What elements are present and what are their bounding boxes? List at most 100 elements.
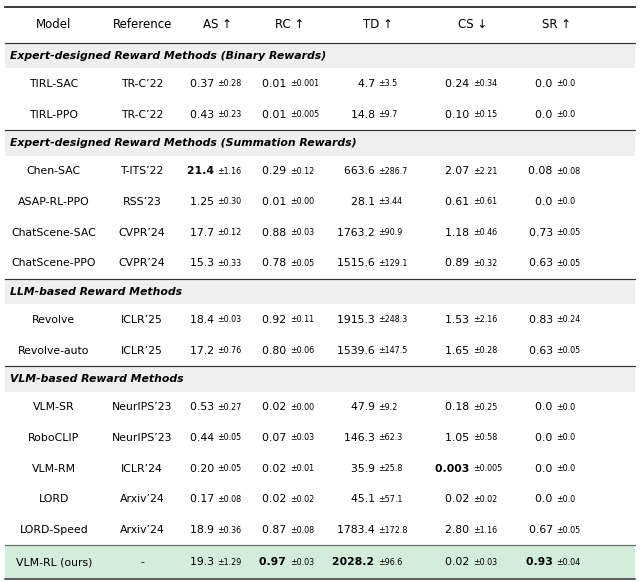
Text: ±0.05: ±0.05 bbox=[556, 259, 580, 268]
Bar bbox=[5, 186, 635, 217]
Text: ±0.12: ±0.12 bbox=[218, 228, 242, 237]
Text: ±0.05: ±0.05 bbox=[218, 433, 242, 442]
Text: 14.8: 14.8 bbox=[351, 109, 378, 119]
Text: ±2.21: ±2.21 bbox=[473, 166, 497, 176]
Text: 1539.6: 1539.6 bbox=[337, 346, 378, 356]
Text: 0.89: 0.89 bbox=[445, 258, 473, 268]
Text: ±1.29: ±1.29 bbox=[218, 558, 242, 567]
Text: CS ↓: CS ↓ bbox=[458, 18, 487, 31]
Text: ICLR’24: ICLR’24 bbox=[121, 463, 163, 474]
Text: ±9.7: ±9.7 bbox=[378, 110, 397, 119]
Text: ±0.005: ±0.005 bbox=[473, 464, 502, 473]
Text: 0.0: 0.0 bbox=[535, 494, 556, 504]
Text: 0.53: 0.53 bbox=[190, 402, 218, 412]
Text: ICLR’25: ICLR’25 bbox=[121, 315, 163, 325]
Bar bbox=[5, 130, 635, 156]
Text: Chen-SAC: Chen-SAC bbox=[27, 166, 81, 176]
Text: ±0.06: ±0.06 bbox=[290, 346, 314, 355]
Text: ±0.0: ±0.0 bbox=[556, 464, 575, 473]
Text: LORD: LORD bbox=[39, 494, 69, 504]
Bar bbox=[5, 366, 635, 392]
Bar bbox=[5, 514, 635, 545]
Text: LORD-Speed: LORD-Speed bbox=[20, 525, 88, 535]
Text: 1.18: 1.18 bbox=[445, 228, 473, 237]
Text: ±0.05: ±0.05 bbox=[218, 464, 242, 473]
Text: 1.25: 1.25 bbox=[190, 197, 218, 207]
Text: 17.7: 17.7 bbox=[190, 228, 218, 237]
Text: ±0.28: ±0.28 bbox=[218, 79, 242, 88]
Text: ChatScene-SAC: ChatScene-SAC bbox=[12, 228, 96, 237]
Text: Revolve-auto: Revolve-auto bbox=[18, 346, 90, 356]
Text: ±0.05: ±0.05 bbox=[290, 259, 314, 268]
Text: ChatScene-PPO: ChatScene-PPO bbox=[12, 258, 96, 268]
Text: ±0.08: ±0.08 bbox=[556, 166, 580, 176]
Bar bbox=[5, 304, 635, 335]
Text: 0.01: 0.01 bbox=[262, 79, 290, 89]
Text: 0.02: 0.02 bbox=[445, 494, 473, 504]
Text: ±0.01: ±0.01 bbox=[290, 464, 314, 473]
Text: 0.0: 0.0 bbox=[535, 402, 556, 412]
Text: ±62.3: ±62.3 bbox=[378, 433, 403, 442]
Text: 4.7: 4.7 bbox=[358, 79, 378, 89]
Text: ±57.1: ±57.1 bbox=[378, 495, 403, 504]
Text: CVPR’24: CVPR’24 bbox=[119, 228, 165, 237]
Bar bbox=[5, 423, 635, 453]
Text: ±25.8: ±25.8 bbox=[378, 464, 403, 473]
Bar bbox=[5, 248, 635, 279]
Text: ±0.0: ±0.0 bbox=[556, 79, 575, 88]
Text: 1763.2: 1763.2 bbox=[337, 228, 378, 237]
Text: ±3.44: ±3.44 bbox=[378, 197, 403, 206]
Text: ±0.12: ±0.12 bbox=[290, 166, 314, 176]
Text: ±0.0: ±0.0 bbox=[556, 495, 575, 504]
Text: VLM-RL (ours): VLM-RL (ours) bbox=[16, 557, 92, 567]
Text: 1.53: 1.53 bbox=[445, 315, 473, 325]
Text: RC ↑: RC ↑ bbox=[275, 18, 305, 31]
Text: 0.02: 0.02 bbox=[262, 463, 290, 474]
Text: 0.63: 0.63 bbox=[529, 258, 556, 268]
Text: ±0.02: ±0.02 bbox=[473, 495, 497, 504]
Text: ±0.30: ±0.30 bbox=[218, 197, 242, 206]
Text: ±0.28: ±0.28 bbox=[473, 346, 497, 355]
Text: 28.1: 28.1 bbox=[351, 197, 378, 207]
Bar bbox=[5, 335, 635, 366]
Text: 35.9: 35.9 bbox=[351, 463, 378, 474]
Text: 0.02: 0.02 bbox=[262, 402, 290, 412]
Text: 1915.3: 1915.3 bbox=[337, 315, 378, 325]
Text: 146.3: 146.3 bbox=[344, 433, 378, 443]
Bar bbox=[5, 217, 635, 248]
Text: 0.01: 0.01 bbox=[262, 109, 290, 119]
Text: ±248.3: ±248.3 bbox=[378, 315, 408, 324]
Text: 0.83: 0.83 bbox=[529, 315, 556, 325]
Text: ±0.24: ±0.24 bbox=[556, 315, 580, 324]
Text: ±0.61: ±0.61 bbox=[473, 197, 497, 206]
Text: ±0.08: ±0.08 bbox=[290, 526, 314, 534]
Text: ±0.0: ±0.0 bbox=[556, 433, 575, 442]
Bar bbox=[5, 279, 635, 304]
Text: 15.3: 15.3 bbox=[190, 258, 218, 268]
Text: 0.0: 0.0 bbox=[535, 109, 556, 119]
Text: 0.17: 0.17 bbox=[190, 494, 218, 504]
Text: LLM-based Reward Methods: LLM-based Reward Methods bbox=[10, 286, 182, 297]
Text: VLM-RM: VLM-RM bbox=[32, 463, 76, 474]
Text: ±1.16: ±1.16 bbox=[473, 526, 497, 534]
Text: ±96.6: ±96.6 bbox=[378, 558, 403, 567]
Text: 0.18: 0.18 bbox=[445, 402, 473, 412]
Text: ±3.5: ±3.5 bbox=[378, 79, 397, 88]
Bar bbox=[5, 453, 635, 484]
Text: VLM-based Reward Methods: VLM-based Reward Methods bbox=[10, 374, 184, 384]
Text: Expert-designed Reward Methods (Summation Rewards): Expert-designed Reward Methods (Summatio… bbox=[10, 138, 357, 148]
Text: ±0.33: ±0.33 bbox=[218, 259, 242, 268]
Text: 2028.2: 2028.2 bbox=[332, 557, 378, 567]
Bar bbox=[5, 545, 635, 579]
Text: 21.4: 21.4 bbox=[187, 166, 218, 176]
Text: ±0.0: ±0.0 bbox=[556, 197, 575, 206]
Text: Revolve: Revolve bbox=[33, 315, 76, 325]
Text: CVPR’24: CVPR’24 bbox=[119, 258, 165, 268]
Text: 17.2: 17.2 bbox=[190, 346, 218, 356]
Bar bbox=[5, 99, 635, 130]
Text: 47.9: 47.9 bbox=[351, 402, 378, 412]
Text: Arxiv’24: Arxiv’24 bbox=[120, 494, 164, 504]
Text: 0.63: 0.63 bbox=[529, 346, 556, 356]
Text: 0.73: 0.73 bbox=[529, 228, 556, 237]
Text: ±0.02: ±0.02 bbox=[290, 495, 314, 504]
